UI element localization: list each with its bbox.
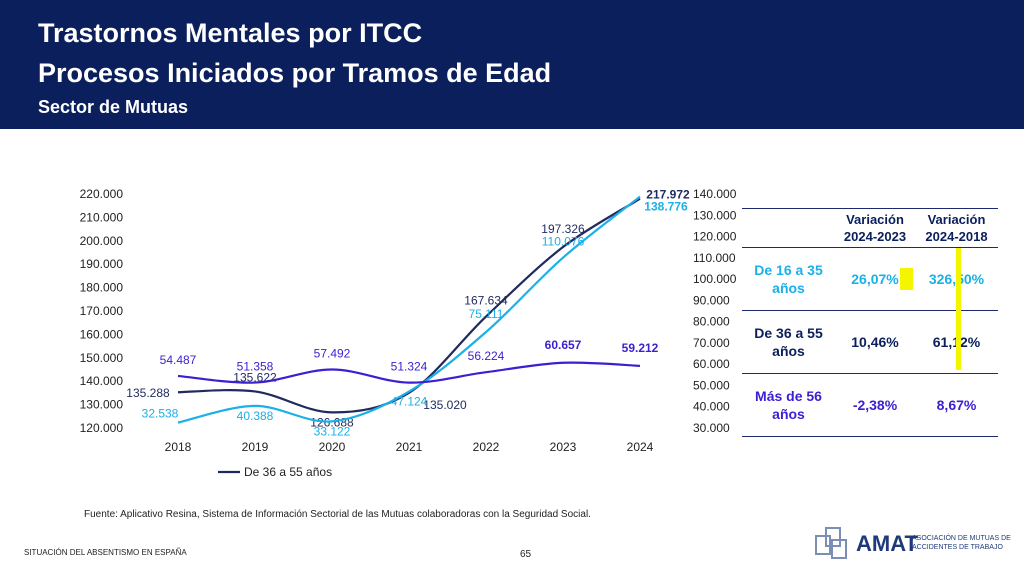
left-axis-tick: 220.000 xyxy=(80,187,124,201)
right-axis-tick: 120.000 xyxy=(693,230,737,244)
right-axis-tick: 140.000 xyxy=(693,187,737,201)
data-label-16-35: 110.076 xyxy=(542,235,585,249)
table-row-16-35: De 16 a 35 años 26,07% 326,50% xyxy=(742,248,998,311)
right-axis-tick: 60.000 xyxy=(693,357,730,371)
data-label-16-35: 47.124 xyxy=(391,395,428,409)
data-label-56-plus: 51.358 xyxy=(237,360,274,374)
x-axis-tick: 2020 xyxy=(319,440,346,454)
data-label-36-55: 135.288 xyxy=(126,386,170,400)
series-line-56-plus xyxy=(177,361,641,384)
table-row-56-plus: Más de 56 años -2,38% 8,67% xyxy=(742,374,998,437)
data-label-56-plus: 60.657 xyxy=(545,338,582,352)
row-16-35-var-2023: 26,07% xyxy=(851,271,899,287)
amat-logo-subtitle: ASOCIACIÓN DE MUTUAS DE ACCIDENTES DE TR… xyxy=(912,535,1011,551)
data-label-16-35: 138.776 xyxy=(644,200,688,214)
data-label-16-35: 75.111 xyxy=(469,307,504,321)
source-note: Fuente: Aplicativo Resina, Sistema de In… xyxy=(84,509,591,520)
row-label-56-plus: Más de 56 años xyxy=(755,388,822,422)
data-label-36-55: 167.634 xyxy=(464,294,508,308)
right-axis-tick: 110.000 xyxy=(693,251,736,265)
right-axis-tick: 100.000 xyxy=(693,272,737,286)
table-header-var-2024-2018: Variación 2024-2018 xyxy=(925,212,988,244)
title-line-1: Trastornos Mentales por ITCC xyxy=(38,18,423,48)
highlight-mark xyxy=(900,268,913,290)
data-label-36-55: 217.972 xyxy=(646,188,690,202)
left-axis-tick: 120.000 xyxy=(80,421,124,435)
left-axis-tick: 170.000 xyxy=(80,304,124,318)
data-label-56-plus: 54.487 xyxy=(160,353,197,367)
table-header-var-2024-2023: Variación 2024-2023 xyxy=(843,212,907,244)
row-label-16-35: De 16 a 35 años xyxy=(754,262,823,296)
series-line-16-35 xyxy=(177,195,641,424)
x-axis-tick: 2021 xyxy=(396,440,423,454)
amat-logo-icon xyxy=(815,527,847,559)
row-36-55-var-2023: 10,46% xyxy=(851,334,899,350)
right-axis-tick: 40.000 xyxy=(693,400,730,414)
subtitle: Sector de Mutuas xyxy=(38,97,189,117)
row-label-36-55: De 36 a 55 años xyxy=(754,325,823,359)
legend-label-36-55: De 36 a 55 años xyxy=(244,465,332,479)
footer-report-title: SITUACIÓN DEL ABSENTISMO EN ESPAÑA xyxy=(24,548,187,557)
x-axis-tick: 2024 xyxy=(627,440,654,454)
left-axis-tick: 140.000 xyxy=(80,374,124,388)
data-label-16-35: 32.538 xyxy=(142,407,179,421)
data-label-56-plus: 51.324 xyxy=(391,360,428,374)
x-axis-tick: 2018 xyxy=(165,440,192,454)
page-number: 65 xyxy=(520,549,532,560)
left-axis-tick: 160.000 xyxy=(80,327,124,341)
x-axis-tick: 2023 xyxy=(550,440,577,454)
data-label-36-55: 197.326 xyxy=(541,222,585,236)
right-axis-tick: 130.000 xyxy=(693,208,737,222)
left-axis-tick: 200.000 xyxy=(80,234,124,248)
amat-logo-text: AMAT xyxy=(856,531,918,556)
x-axis-tick: 2019 xyxy=(242,440,269,454)
data-label-16-35: 40.388 xyxy=(237,409,274,423)
right-axis-tick: 70.000 xyxy=(693,336,730,350)
left-axis-tick: 130.000 xyxy=(80,398,124,412)
left-axis-tick: 190.000 xyxy=(80,257,124,271)
right-axis-tick: 80.000 xyxy=(693,315,730,329)
row-56-plus-var-2023: -2,38% xyxy=(852,397,898,413)
left-axis-tick: 180.000 xyxy=(80,281,124,295)
data-label-56-plus: 56.224 xyxy=(468,349,505,363)
variation-table: Variación 2024-2023 Variación 2024-2018 … xyxy=(742,208,998,437)
x-axis-tick: 2022 xyxy=(473,440,500,454)
table-header-row: Variación 2024-2023 Variación 2024-2018 xyxy=(742,208,998,248)
right-axis-tick: 90.000 xyxy=(693,293,730,307)
right-axis-tick: 50.000 xyxy=(693,378,730,392)
highlight-bar xyxy=(956,248,961,370)
title-line-2: Procesos Iniciados por Tramos de Edad xyxy=(38,58,552,88)
left-axis-tick: 210.000 xyxy=(80,210,124,224)
data-label-56-plus: 59.212 xyxy=(622,341,659,355)
left-axis-tick: 150.000 xyxy=(80,351,124,365)
row-56-plus-var-2018: 8,67% xyxy=(936,397,977,413)
header-bar: Trastornos Mentales por ITCC Procesos In… xyxy=(0,0,1024,129)
data-label-16-35: 33.122 xyxy=(314,424,351,438)
data-label-56-plus: 57.492 xyxy=(314,347,351,361)
table-header-empty xyxy=(742,209,835,247)
amat-logo: AMAT ASOCIACIÓN DE MUTUAS DE ACCIDENTES … xyxy=(812,524,1012,564)
right-axis-tick: 30.000 xyxy=(693,421,730,435)
data-label-36-55: 135.020 xyxy=(423,398,467,412)
